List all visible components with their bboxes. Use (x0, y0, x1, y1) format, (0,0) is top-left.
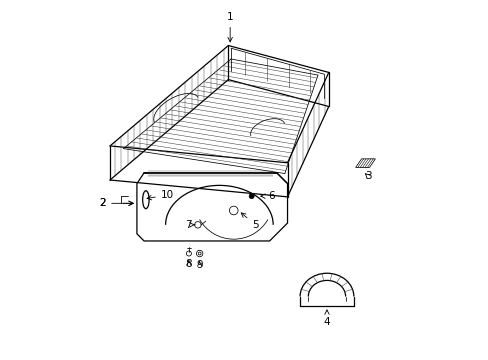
Text: 2: 2 (100, 198, 106, 208)
Text: 1: 1 (226, 12, 233, 42)
Text: 2: 2 (100, 198, 133, 208)
Text: 8: 8 (185, 259, 192, 269)
Text: 4: 4 (323, 310, 329, 327)
Text: 6: 6 (260, 191, 274, 201)
Circle shape (249, 194, 254, 199)
Text: 9: 9 (196, 260, 203, 270)
Text: 7: 7 (185, 220, 195, 230)
Text: 3: 3 (364, 171, 371, 181)
Text: 10: 10 (147, 190, 174, 200)
Text: 5: 5 (241, 213, 258, 230)
